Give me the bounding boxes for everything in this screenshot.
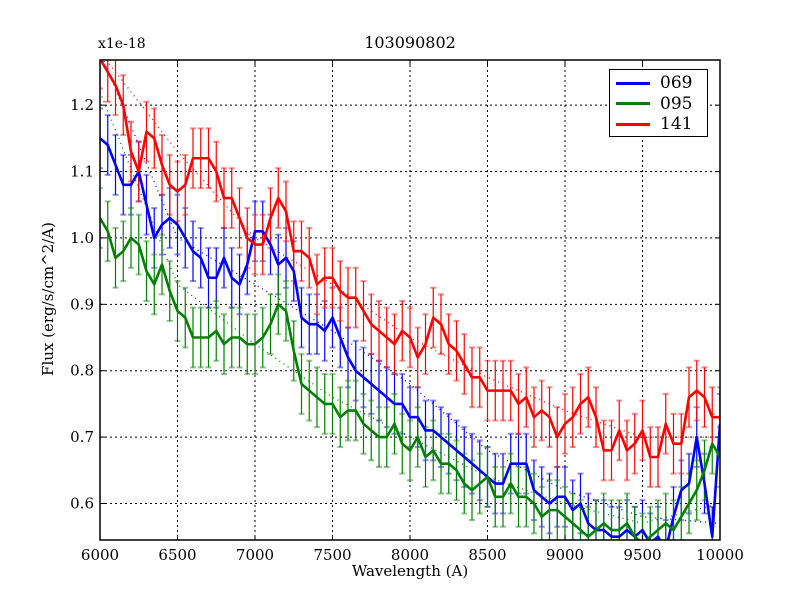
svg-text:7000: 7000	[236, 546, 274, 564]
x-axis-label: Wavelength (A)	[351, 562, 469, 580]
legend-item-095: 095	[616, 94, 701, 115]
series-lines	[100, 60, 720, 540]
svg-text:9500: 9500	[623, 546, 661, 564]
svg-text:7500: 7500	[313, 546, 351, 564]
svg-text:1.1: 1.1	[70, 163, 94, 181]
svg-text:1.0: 1.0	[70, 229, 94, 247]
svg-text:0.6: 0.6	[70, 494, 94, 512]
svg-text:0.8: 0.8	[70, 362, 94, 380]
y-axis-offset-label: x1e-18	[98, 36, 146, 52]
legend-swatch-red	[616, 122, 650, 126]
svg-text:6000: 6000	[81, 546, 119, 564]
svg-text:6500: 6500	[158, 546, 196, 564]
y-axis-label: Flux (erg/s/cm^2/A)	[39, 222, 57, 376]
chart-title: 103090802	[364, 33, 456, 52]
svg-text:8500: 8500	[468, 546, 506, 564]
legend-item-069: 069	[616, 73, 701, 94]
svg-text:8000: 8000	[391, 546, 429, 564]
svg-text:1.2: 1.2	[70, 96, 94, 114]
legend: 069 095 141	[609, 69, 708, 137]
legend-label: 095	[660, 93, 693, 114]
model-curves	[100, 60, 720, 525]
axis-ticks: 6000 6500 7000 7500 8000 8500 9000 9500 10000 0.6…	[70, 60, 744, 564]
svg-text:9000: 9000	[546, 546, 584, 564]
legend-label: 141	[660, 114, 693, 135]
legend-swatch-blue	[616, 81, 650, 85]
svg-text:10000: 10000	[696, 546, 744, 564]
svg-text:0.9: 0.9	[70, 295, 94, 313]
legend-swatch-green	[616, 102, 650, 106]
legend-item-141: 141	[616, 114, 701, 135]
svg-text:0.7: 0.7	[70, 428, 94, 446]
legend-label: 069	[660, 73, 693, 94]
